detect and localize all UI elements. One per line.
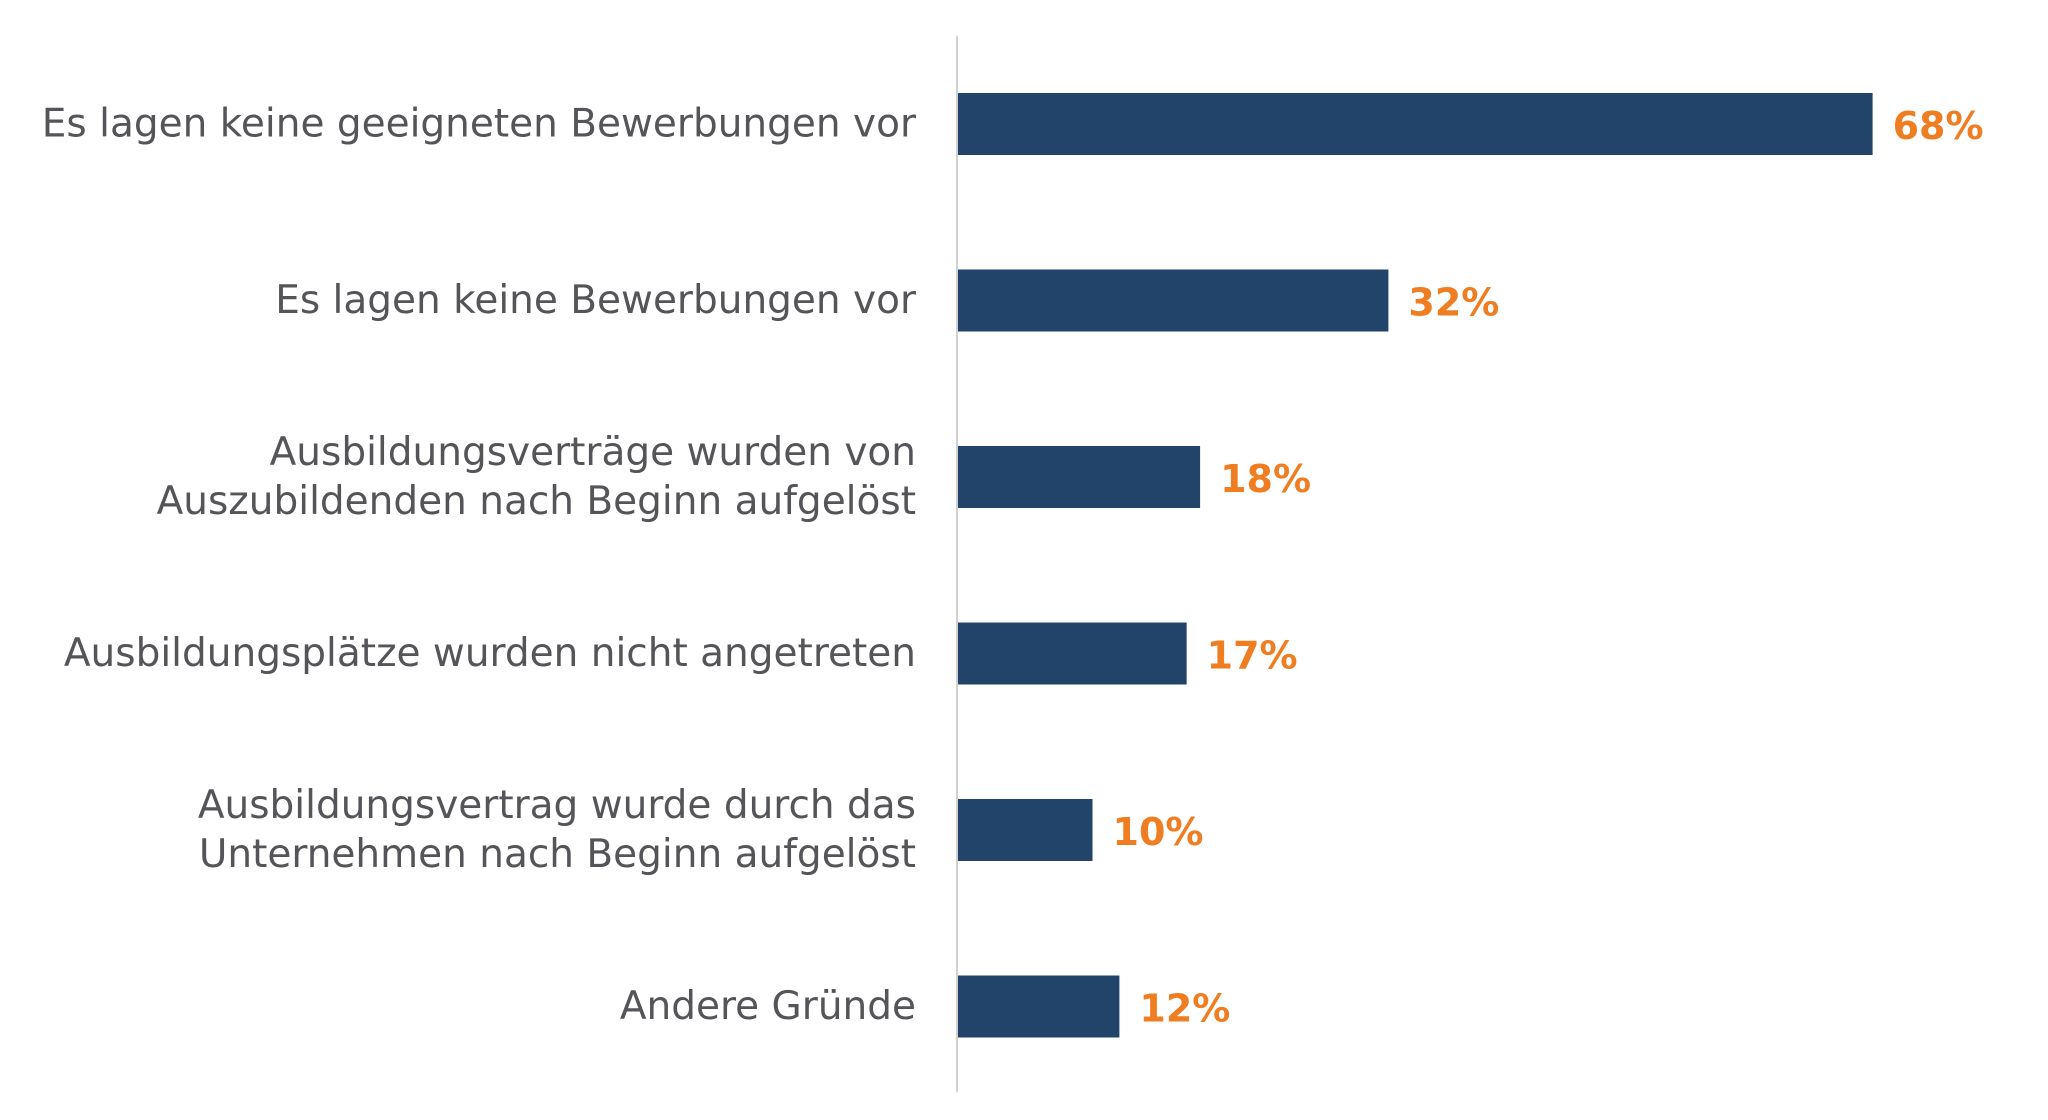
category-label: Ausbildungsvertrag wurde durch das Untern… xyxy=(198,783,916,877)
value-label: 12% xyxy=(1139,987,1230,1031)
bar xyxy=(958,799,1093,861)
value-label: 32% xyxy=(1408,281,1499,325)
category-label: Ausbildungsverträge wurden von Auszubilde… xyxy=(157,430,916,524)
category-label-line: Es lagen keine Bewerbungen vor xyxy=(275,278,917,323)
category-label-line: Ausbildungsverträge wurden von xyxy=(270,430,916,475)
category-label: Es lagen keine geeigneten Bewerbungen vo… xyxy=(42,102,917,147)
value-label: 18% xyxy=(1220,457,1311,501)
chart-rows: Es lagen keine geeigneten Bewerbungen vo… xyxy=(42,93,1984,1038)
category-label-line: Andere Gründe xyxy=(620,984,916,1029)
category-label-line: Ausbildungsvertrag wurde durch das xyxy=(198,783,916,828)
bar xyxy=(958,93,1873,155)
category-label-line: Unternehmen nach Beginn aufgelöst xyxy=(199,832,916,877)
bar xyxy=(958,975,1120,1038)
category-label: Andere Gründe xyxy=(620,984,916,1029)
bar xyxy=(958,446,1201,508)
value-label: 10% xyxy=(1113,810,1204,854)
value-label: 68% xyxy=(1893,104,1984,148)
value-label: 17% xyxy=(1207,634,1298,678)
bar xyxy=(958,269,1389,332)
category-label-line: Ausbildungsplätze wurden nicht angetrete… xyxy=(64,631,916,676)
category-label-line: Auszubildenden nach Beginn aufgelöst xyxy=(157,479,916,524)
category-label-line: Es lagen keine geeigneten Bewerbungen vo… xyxy=(42,102,917,147)
category-label: Es lagen keine Bewerbungen vor xyxy=(275,278,917,323)
category-label: Ausbildungsplätze wurden nicht angetrete… xyxy=(64,631,916,676)
bar xyxy=(958,622,1187,685)
